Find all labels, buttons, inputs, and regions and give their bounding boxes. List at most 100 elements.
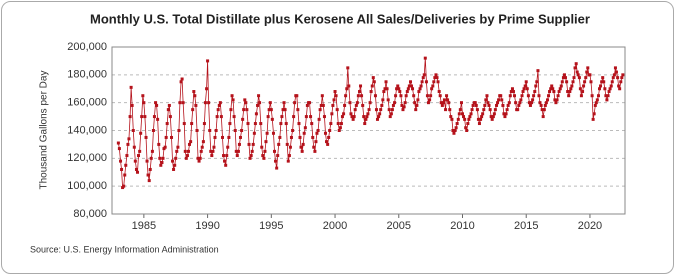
data-point [603,87,607,91]
data-point [149,156,153,160]
data-point [549,87,553,91]
data-point [318,108,322,112]
data-point [408,80,412,84]
x-tick-label: 2020 [578,220,602,232]
data-point [276,154,280,158]
data-point [381,98,385,102]
data-point [314,140,318,144]
data-point [570,84,574,88]
data-point [389,112,393,116]
data-point [142,101,146,105]
data-point [234,149,238,153]
data-point [327,135,331,139]
data-point [325,140,329,144]
data-point [303,126,307,130]
data-point [331,103,335,107]
data-point [353,108,357,112]
data-point [611,76,615,80]
data-point [487,103,491,107]
data-point [613,66,617,70]
data-point [203,101,207,105]
data-point [299,145,303,149]
data-point [544,101,548,105]
data-point [377,115,381,119]
data-point [281,108,285,112]
data-point [167,103,171,107]
data-point [567,94,571,98]
data-point [279,122,283,126]
data-point [137,154,141,158]
data-point [558,87,562,91]
data-point [134,167,138,171]
data-point [416,98,420,102]
data-point [462,115,466,119]
data-point [404,94,408,98]
data-point [209,149,213,153]
data-point [284,122,288,126]
data-point [573,66,577,70]
data-point [398,90,402,94]
data-point [505,108,509,112]
data-point [418,87,422,91]
x-tick-label: 2015 [514,220,538,232]
data-point [273,149,277,153]
data-point [435,76,439,80]
data-point [383,87,387,91]
data-point [141,94,145,98]
data-point [232,115,236,119]
data-point [562,73,566,77]
data-point [212,145,216,149]
data-point [337,129,341,132]
data-point [391,103,395,107]
data-point [245,108,249,112]
data-point [509,90,513,94]
data-point [561,76,565,80]
data-point [222,154,226,158]
data-point [313,149,317,153]
data-point [486,101,490,105]
data-point [406,87,410,91]
data-point [124,163,128,167]
data-point [135,170,139,174]
data-point [348,101,352,105]
data-point [407,84,411,88]
data-point [268,101,272,105]
data-point [205,87,209,91]
data-point [621,73,625,77]
data-point [514,101,518,105]
data-point [502,112,506,116]
data-point [607,90,611,94]
data-point [367,108,371,112]
data-point [249,154,253,158]
data-point [288,145,292,149]
data-point [524,80,528,84]
x-tick-label: 2000 [323,220,347,232]
data-point [535,80,539,84]
data-point [590,94,594,98]
data-point [286,159,290,163]
data-point [123,173,127,177]
data-point [491,115,495,119]
data-point [581,90,585,94]
data-point [620,76,624,80]
data-point [546,98,550,102]
data-point [401,108,405,112]
data-point [589,80,593,84]
data-point [519,98,523,102]
data-point [442,98,446,102]
data-point [126,142,130,146]
data-point [164,135,168,139]
data-point [390,108,394,112]
data-point [197,159,201,163]
data-point [456,117,460,121]
data-point [399,94,403,98]
data-point [144,135,148,139]
data-point [202,122,206,126]
data-point [148,167,152,171]
data-point [323,131,327,135]
data-point [440,103,444,107]
data-point [446,98,450,102]
data-point [382,90,386,94]
data-point [139,131,143,135]
data-point [282,101,286,105]
